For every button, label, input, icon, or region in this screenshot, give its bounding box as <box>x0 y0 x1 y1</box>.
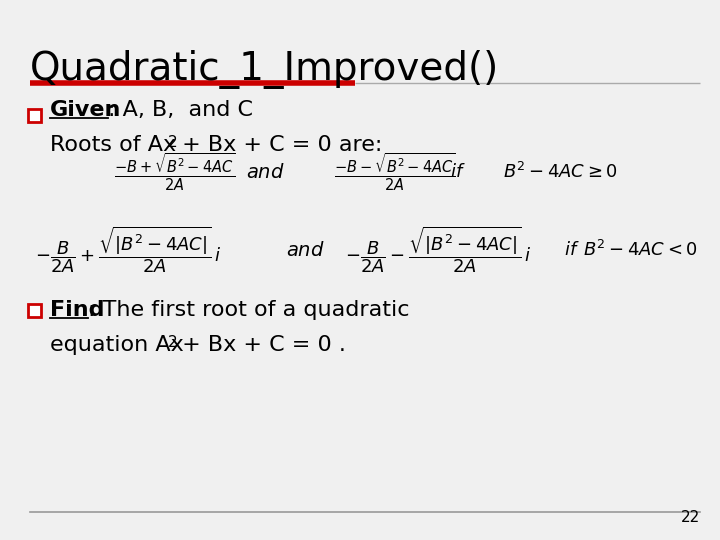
Text: $B^2-4AC<0$: $B^2-4AC<0$ <box>582 240 698 260</box>
Text: $\frac{-B+\sqrt{B^2-4AC}}{2A}$: $\frac{-B+\sqrt{B^2-4AC}}{2A}$ <box>114 151 235 193</box>
Text: $and$: $and$ <box>246 163 284 181</box>
Text: Find: Find <box>50 300 104 320</box>
Text: + Bx + C = 0 are:: + Bx + C = 0 are: <box>175 135 382 155</box>
Text: $and$: $and$ <box>286 240 325 260</box>
Text: $if$: $if$ <box>450 163 466 181</box>
Text: $B^2-4AC\geq 0$: $B^2-4AC\geq 0$ <box>503 162 617 182</box>
FancyBboxPatch shape <box>28 109 41 122</box>
Text: 2: 2 <box>168 135 178 150</box>
Text: equation Ax: equation Ax <box>50 335 184 355</box>
Text: $-\dfrac{B}{2A}-\dfrac{\sqrt{|B^2-4AC|}}{2A}\,i$: $-\dfrac{B}{2A}-\dfrac{\sqrt{|B^2-4AC|}}… <box>345 225 532 275</box>
Text: Roots of Ax: Roots of Ax <box>50 135 176 155</box>
Text: + Bx + C = 0 .: + Bx + C = 0 . <box>175 335 346 355</box>
Text: Given: Given <box>50 100 122 120</box>
Text: Quadratic_1_Improved(): Quadratic_1_Improved() <box>30 50 499 89</box>
FancyBboxPatch shape <box>28 304 41 317</box>
Text: 22: 22 <box>680 510 700 525</box>
Text: $if$: $if$ <box>564 241 580 259</box>
Text: $-\dfrac{B}{2A}+\dfrac{\sqrt{|B^2-4AC|}}{2A}\,i$: $-\dfrac{B}{2A}+\dfrac{\sqrt{|B^2-4AC|}}… <box>35 225 222 275</box>
Text: $\frac{-B-\sqrt{B^2-4AC}}{2A}$: $\frac{-B-\sqrt{B^2-4AC}}{2A}$ <box>334 151 456 193</box>
Text: : A, B,  and C: : A, B, and C <box>108 100 253 120</box>
Text: : The first root of a quadratic: : The first root of a quadratic <box>88 300 410 320</box>
Text: 2: 2 <box>168 335 178 350</box>
